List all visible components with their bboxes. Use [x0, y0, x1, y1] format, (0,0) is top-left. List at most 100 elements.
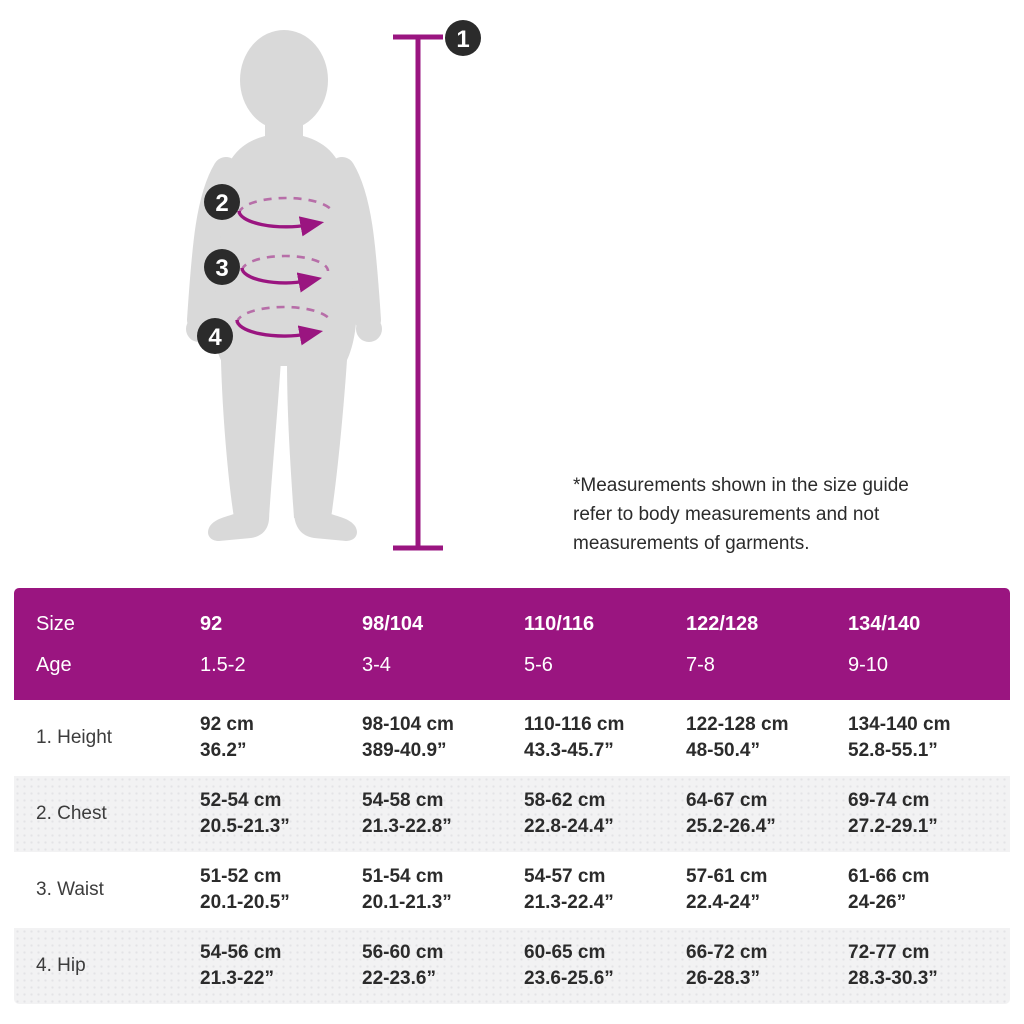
measurement-note: *Measurements shown in the size guide re… — [573, 475, 909, 554]
row-label: 4. Hip — [36, 955, 86, 976]
age-value: 7-8 — [686, 654, 715, 676]
size-value: 110/116 — [524, 613, 595, 635]
measurement-inch: 43.3-45.7” — [524, 740, 614, 761]
measurement-cm: 54-58 cm — [362, 790, 444, 811]
measurement-cell: 64-67 cm 25.2-26.4” — [686, 788, 848, 840]
measurement-cm: 110-116 cm — [524, 714, 625, 735]
measurement-inch: 52.8-55.1” — [848, 740, 938, 761]
measurement-inch: 24-26” — [848, 892, 907, 913]
measurement-cell: 98-104 cm 389-40.9” — [362, 712, 524, 764]
measurement-cm: 54-56 cm — [200, 942, 282, 963]
age-value: 9-10 — [848, 654, 889, 676]
table-row: 3. Waist 51-52 cm 20.1-20.5” 51-54 cm 20.1-2… — [14, 852, 1010, 928]
measurement-inch: 23.6-25.6” — [524, 968, 614, 989]
measurement-inch: 22.8-24.4” — [524, 816, 614, 837]
measurement-cell: 110-116 cm 43.3-45.7” — [524, 712, 686, 764]
age-header-row: Age 1.5-2 3-4 5-6 7-8 9-10 — [14, 645, 1010, 686]
measurement-cell: 134-140 cm 52.8-55.1” — [848, 712, 1010, 764]
measurement-cell: 52-54 cm 20.5-21.3” — [200, 788, 362, 840]
measurement-cm: 61-66 cm — [848, 866, 930, 887]
badge-hip: 4 — [197, 318, 233, 354]
measurement-inch: 25.2-26.4” — [686, 816, 776, 837]
svg-text:1: 1 — [456, 26, 469, 53]
measurement-inch: 21.3-22.4” — [524, 892, 614, 913]
measurement-inch: 26-28.3” — [686, 968, 760, 989]
size-header-label: Size — [36, 613, 75, 635]
measurement-cm: 64-67 cm — [686, 790, 768, 811]
measurement-cm: 51-52 cm — [200, 866, 282, 887]
svg-text:4: 4 — [208, 324, 222, 351]
size-value: 92 — [200, 613, 223, 635]
badge-waist: 3 — [204, 249, 240, 285]
measurement-cm: 57-61 cm — [686, 866, 768, 887]
table-row: 1. Height 92 cm 36.2” 98-104 cm 389-40.9” 110… — [14, 700, 1010, 776]
age-value: 1.5-2 — [200, 654, 246, 676]
row-label: 3. Waist — [36, 879, 104, 900]
measurement-inch: 21.3-22.8” — [362, 816, 452, 837]
measurement-cell: 54-56 cm 21.3-22” — [200, 940, 362, 992]
measurement-cell: 51-52 cm 20.1-20.5” — [200, 864, 362, 916]
table-row: 2. Chest 52-54 cm 20.5-21.3” 54-58 cm 21.3-2… — [14, 776, 1010, 852]
badge-chest: 2 — [204, 184, 240, 220]
measurement-cell: 69-74 cm 27.2-29.1” — [848, 788, 1010, 840]
svg-text:2: 2 — [215, 190, 228, 217]
measurement-cm: 51-54 cm — [362, 866, 444, 887]
measurement-cm: 92 cm — [200, 714, 254, 735]
measurement-inch: 22.4-24” — [686, 892, 760, 913]
measurement-cell: 92 cm 36.2” — [200, 712, 362, 764]
measurement-cm: 56-60 cm — [362, 942, 444, 963]
measurement-cell: 72-77 cm 28.3-30.3” — [848, 940, 1010, 992]
row-label: 2. Chest — [36, 803, 107, 824]
hip-measure-ellipse — [235, 305, 333, 346]
measurement-cm: 66-72 cm — [686, 942, 768, 963]
measurement-cell: 58-62 cm 22.8-24.4” — [524, 788, 686, 840]
measurement-cm: 122-128 cm — [686, 714, 789, 735]
child-silhouette — [186, 30, 382, 541]
size-value: 98/104 — [362, 613, 424, 635]
size-value: 122/128 — [686, 613, 759, 635]
measurement-cell: 54-58 cm 21.3-22.8” — [362, 788, 524, 840]
table-row: 4. Hip 54-56 cm 21.3-22” 56-60 cm 22-23.6” 60… — [14, 928, 1010, 1004]
measurement-cell: 60-65 cm 23.6-25.6” — [524, 940, 686, 992]
age-value: 3-4 — [362, 654, 391, 676]
measurement-cell: 51-54 cm 20.1-21.3” — [362, 864, 524, 916]
measurement-cm: 98-104 cm — [362, 714, 454, 735]
measurement-cell: 56-60 cm 22-23.6” — [362, 940, 524, 992]
measurement-cell: 54-57 cm 21.3-22.4” — [524, 864, 686, 916]
chest-measure-ellipse — [237, 196, 335, 237]
measurement-cm: 60-65 cm — [524, 942, 606, 963]
measurement-cell: 122-128 cm 48-50.4” — [686, 712, 848, 764]
badge-height: 1 — [445, 20, 481, 56]
child-silhouette-illustration: 1 2 3 4 — [186, 20, 481, 551]
size-table: Size 92 98/104 110/116 122/128 134/140 Age 1… — [14, 588, 1010, 1004]
measurement-inch: 27.2-29.1” — [848, 816, 938, 837]
measurement-cm: 52-54 cm — [200, 790, 282, 811]
measurement-cell: 66-72 cm 26-28.3” — [686, 940, 848, 992]
table-body: 1. Height 92 cm 36.2” 98-104 cm 389-40.9” 110… — [14, 700, 1010, 1004]
measurement-inch: 21.3-22” — [200, 968, 274, 989]
measurement-cm: 54-57 cm — [524, 866, 606, 887]
measurement-inch: 20.1-21.3” — [362, 892, 452, 913]
measurement-cell: 57-61 cm 22.4-24” — [686, 864, 848, 916]
age-header-label: Age — [36, 654, 72, 676]
measurement-cm: 69-74 cm — [848, 790, 930, 811]
measurement-inch: 28.3-30.3” — [848, 968, 938, 989]
svg-text:3: 3 — [215, 255, 228, 282]
age-value: 5-6 — [524, 654, 553, 676]
height-measure-line — [393, 34, 443, 551]
row-label: 1. Height — [36, 727, 113, 748]
measurement-inch: 36.2” — [200, 740, 247, 761]
size-value: 134/140 — [848, 613, 921, 635]
measurement-cm: 72-77 cm — [848, 942, 930, 963]
waist-measure-ellipse — [240, 254, 330, 293]
size-header-row: Size 92 98/104 110/116 122/128 134/140 — [14, 604, 1010, 645]
measurement-cell: 61-66 cm 24-26” — [848, 864, 1010, 916]
measurement-inch: 48-50.4” — [686, 740, 760, 761]
measurement-inch: 20.1-20.5” — [200, 892, 290, 913]
measurement-cm: 58-62 cm — [524, 790, 606, 811]
measurement-inch: 389-40.9” — [362, 740, 447, 761]
measurement-cm: 134-140 cm — [848, 714, 951, 735]
table-header: Size 92 98/104 110/116 122/128 134/140 Age 1… — [14, 588, 1010, 700]
measurement-inch: 20.5-21.3” — [200, 816, 290, 837]
